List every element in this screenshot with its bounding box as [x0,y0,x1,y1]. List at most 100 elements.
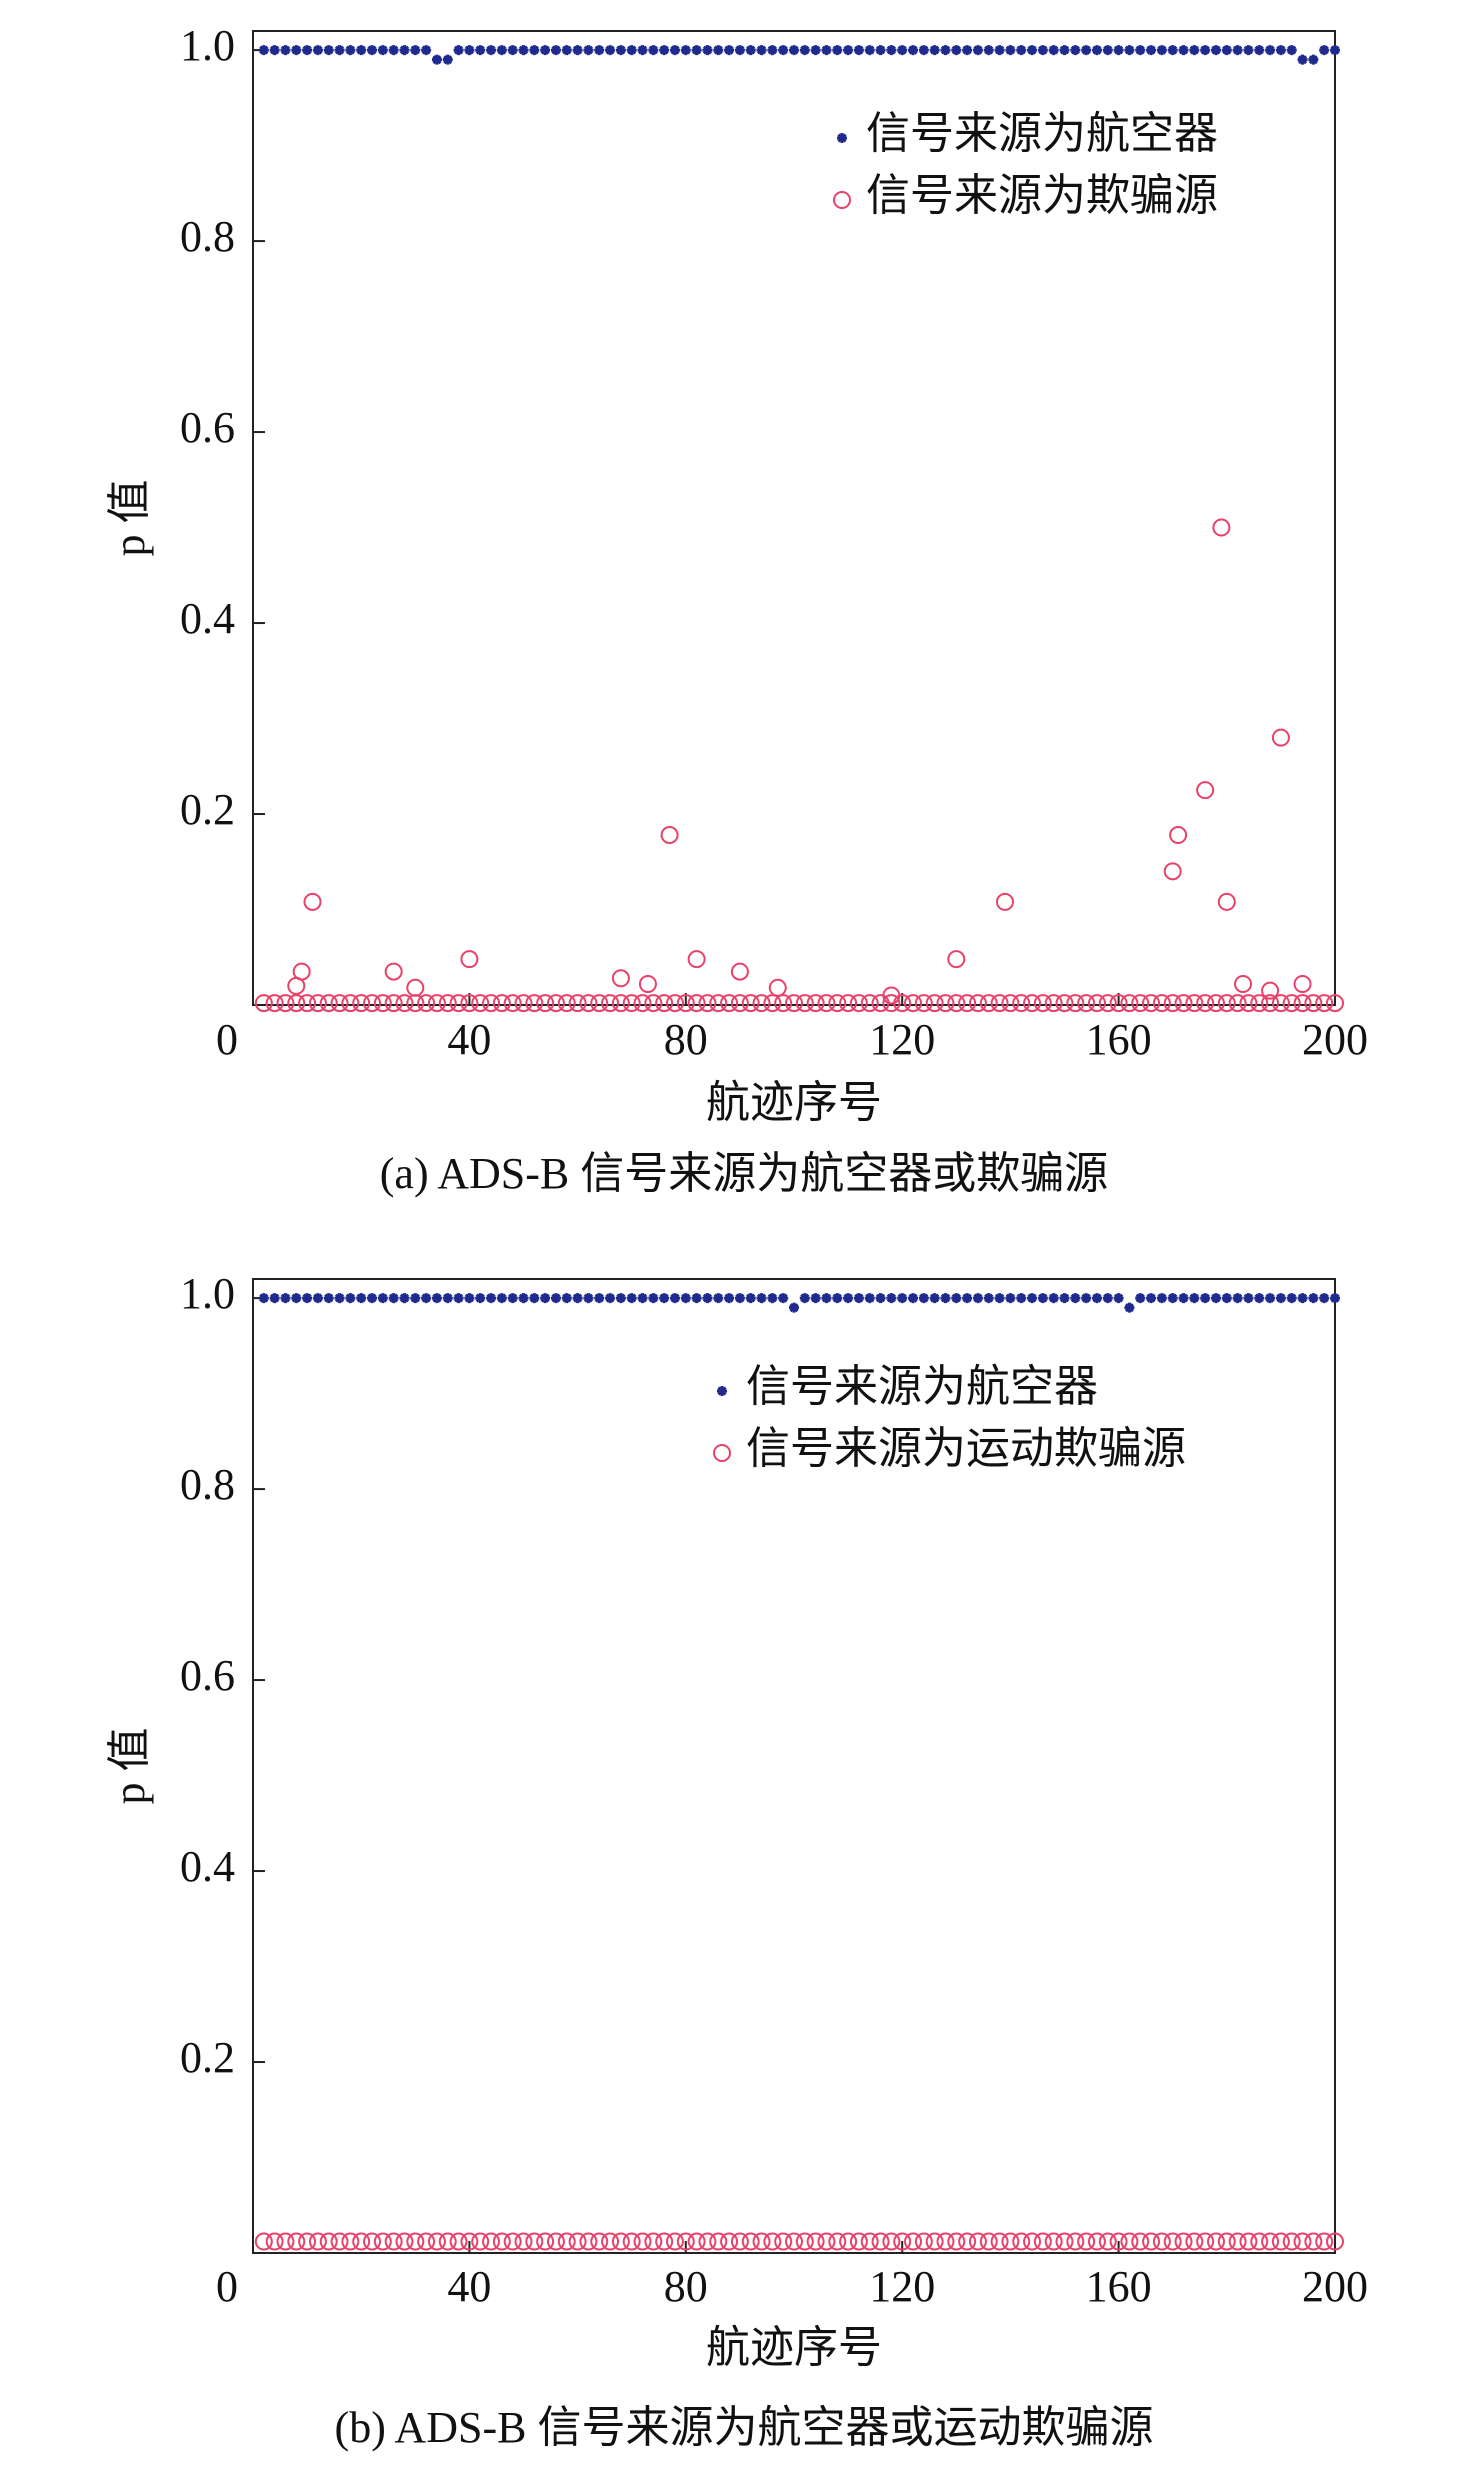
point [908,45,919,56]
point [843,1293,854,1304]
y-tick-label: 0.4 [180,1842,235,1891]
point [1077,994,1096,1013]
point [583,1293,594,1304]
point [431,1293,442,1304]
point [644,994,663,1013]
point [449,994,468,1013]
point [1217,2232,1236,2251]
point [421,45,432,56]
point [1293,974,1312,993]
point [1070,45,1081,56]
point [605,1293,616,1304]
point [1304,994,1323,1013]
point [323,1293,334,1304]
point [659,45,670,56]
point [1167,1293,1178,1304]
point [785,994,803,1013]
x-axis-label: 航迹序号 [706,2323,882,2372]
plot-frame [252,30,1336,1006]
point [774,994,793,1013]
point [789,1302,799,1313]
point [958,994,977,1013]
point [897,1293,908,1304]
point [1330,1293,1340,1304]
point [1234,974,1253,993]
point [1261,994,1280,1013]
point [330,994,349,1013]
point [882,986,901,1005]
point [269,1293,280,1304]
point [460,950,479,969]
y-axis-label: p 值 [105,480,154,557]
point [806,2232,825,2251]
point [1131,994,1150,1013]
point [669,45,680,56]
y-tick-label: 0.6 [180,1651,235,1700]
point [1142,994,1161,1013]
point [377,45,388,56]
point [633,994,652,1013]
point [1005,45,1016,56]
point [561,45,572,56]
point [1185,994,1204,1013]
point [1001,994,1020,1013]
point [702,1293,713,1304]
x-tick-label: 200 [1302,1015,1368,1064]
point [1124,45,1135,56]
point [806,994,825,1013]
point [269,45,280,56]
point [1206,994,1225,1013]
point [1027,45,1038,56]
point [795,994,814,1013]
point [557,994,576,1013]
point [622,994,641,1013]
point [388,1293,399,1304]
point [540,45,551,56]
point [496,45,507,56]
point [453,45,464,56]
point [882,994,901,1013]
point [475,45,486,56]
point [691,1293,702,1304]
point [507,1293,518,1304]
point [471,994,490,1013]
legend-label: 信号来源为航空器 [866,109,1218,158]
point [492,994,511,1013]
point [399,1293,410,1304]
point [471,2232,490,2251]
point [464,1293,475,1304]
point [1055,2232,1074,2251]
point [546,994,565,1013]
point [655,994,674,1013]
point [525,994,544,1013]
point [1048,1293,1059,1304]
point [1016,45,1027,56]
point [579,2232,598,2251]
point [1286,1293,1297,1304]
point [529,45,540,56]
point [442,54,453,65]
point [1124,1302,1135,1313]
point [449,2232,468,2251]
point [1308,1293,1319,1304]
point [1265,45,1276,56]
point [1023,994,1042,1013]
point [1239,994,1258,1013]
point [897,45,908,56]
point [529,1293,540,1304]
point [442,1293,453,1304]
point [648,1293,659,1304]
point [626,45,637,56]
point [1261,2232,1280,2251]
point [968,994,987,1013]
point [626,1293,637,1304]
point [1189,45,1200,56]
point [1185,2232,1204,2251]
point [1271,994,1290,1013]
point [1308,54,1319,65]
point [875,45,886,56]
x-tick-label: 120 [869,2262,935,2311]
point [929,1293,940,1304]
point [843,45,854,56]
point [399,45,410,56]
